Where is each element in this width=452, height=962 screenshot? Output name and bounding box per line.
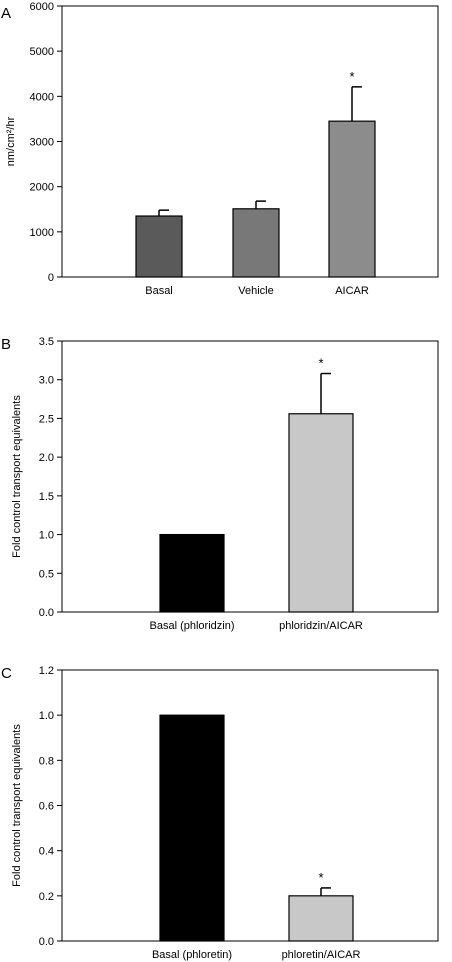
chart-panel-b: B 0.0 0.5 1.0 1.5 2.0 2.5 3.0 3.5 Fold control tr… <box>1 336 439 632</box>
plot-frame <box>61 340 439 613</box>
category-label-1: phloridzin/AICAR <box>279 620 363 632</box>
y-tick-label: 1.2 <box>39 665 54 677</box>
y-tick-label: 3.0 <box>39 375 54 387</box>
y-tick-label: 1.0 <box>39 710 54 722</box>
category-label-0: Basal <box>145 285 173 297</box>
y-tick-label: 0.8 <box>39 755 54 767</box>
y-tick-label: 0.6 <box>39 801 54 813</box>
category-label-1: phloretin/AICAR <box>282 949 361 961</box>
y-tick-label: 0.0 <box>39 936 54 948</box>
y-tick-label: 1.0 <box>39 530 54 542</box>
significance-marker-1: * <box>318 356 323 371</box>
y-tick-label: 3000 <box>30 137 54 149</box>
y-tick-label: 0.0 <box>39 607 54 619</box>
panel-label: A <box>1 5 11 22</box>
category-label-1: Vehicle <box>238 285 273 297</box>
bar-1 <box>288 895 354 942</box>
y-tick-label: 2.0 <box>39 452 54 464</box>
bar-0 <box>159 714 225 942</box>
category-label-0: Basal (phloridzin) <box>150 620 235 632</box>
bar-1 <box>232 208 280 278</box>
y-axis-label: Fold control transport equivalents <box>11 724 23 887</box>
significance-marker-2: * <box>349 69 354 84</box>
y-tick-label: 1.5 <box>39 491 54 503</box>
chart-panel-a: A 0 1000 2000 3000 4000 5000 6000 nm/cm²/hr Basal… <box>1 1 439 297</box>
y-tick-label: 0.4 <box>39 846 54 858</box>
y-axis-label: nm/cm²/hr <box>5 116 17 166</box>
category-label-0: Basal (phloretin) <box>152 949 232 961</box>
bar-0 <box>135 215 183 278</box>
significance-marker-1: * <box>318 870 323 885</box>
chart-panel-c: C 0.0 0.2 0.4 0.6 0.8 1.0 1.2 Fold control trans… <box>1 665 439 961</box>
plot-frame <box>61 669 439 942</box>
y-axis-label: Fold control transport equivalents <box>11 395 23 558</box>
bar-2 <box>328 120 376 278</box>
bar-0 <box>159 533 225 613</box>
y-tick-label: 2.5 <box>39 413 54 425</box>
y-tick-label: 0.2 <box>39 891 54 903</box>
y-tick-label: 0.5 <box>39 568 54 580</box>
y-tick-label: 2000 <box>30 182 54 194</box>
bar-1 <box>288 413 354 613</box>
y-tick-label: 1000 <box>30 227 54 239</box>
panel-label: B <box>1 336 11 353</box>
y-tick-label: 6000 <box>30 1 54 13</box>
y-tick-label: 5000 <box>30 46 54 58</box>
category-label-2: AICAR <box>335 285 369 297</box>
y-tick-label: 3.5 <box>39 336 54 348</box>
y-tick-label: 4000 <box>30 91 54 103</box>
y-tick-label: 0 <box>48 272 54 284</box>
panel-label: C <box>1 665 12 682</box>
